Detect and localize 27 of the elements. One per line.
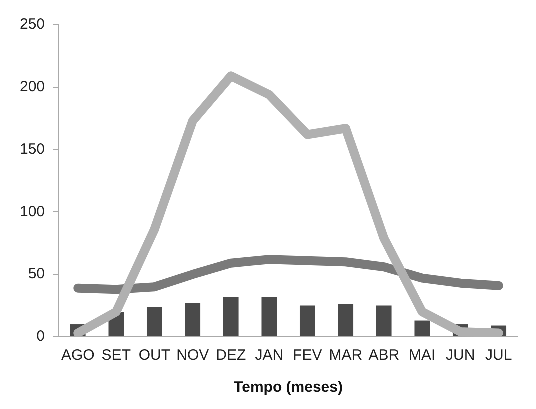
- bar: [185, 303, 201, 336]
- y-tick-label: 50: [28, 266, 46, 283]
- bar: [262, 297, 278, 336]
- x-tick-label: SET: [102, 347, 131, 364]
- x-tick-label: FEV: [293, 347, 322, 364]
- y-tick-label: 200: [20, 78, 46, 96]
- x-tick-label: JUN: [446, 347, 476, 364]
- x-tick-label: JUL: [486, 347, 512, 364]
- x-tick-label: DEZ: [216, 347, 246, 364]
- bar: [376, 306, 392, 336]
- x-tick-label: AGO: [61, 347, 95, 364]
- x-tick-label: NOV: [176, 347, 210, 364]
- y-tick-label: 0: [36, 328, 46, 346]
- y-tick-label: 100: [20, 203, 46, 220]
- bar: [338, 304, 354, 336]
- y-tick-label: 150: [20, 140, 46, 158]
- x-tick-label: MAI: [409, 347, 436, 364]
- y-tick-label: 250: [20, 16, 46, 34]
- x-tick-label: OUT: [138, 347, 170, 364]
- bar: [300, 306, 316, 336]
- bar: [223, 297, 239, 336]
- x-tick-label: ABR: [368, 347, 400, 364]
- x-axis-title: Tempo (meses): [234, 379, 343, 396]
- bar: [414, 320, 430, 336]
- x-tick-label: MAR: [329, 347, 363, 364]
- bar: [146, 307, 162, 336]
- x-tick-label: JAN: [255, 347, 284, 364]
